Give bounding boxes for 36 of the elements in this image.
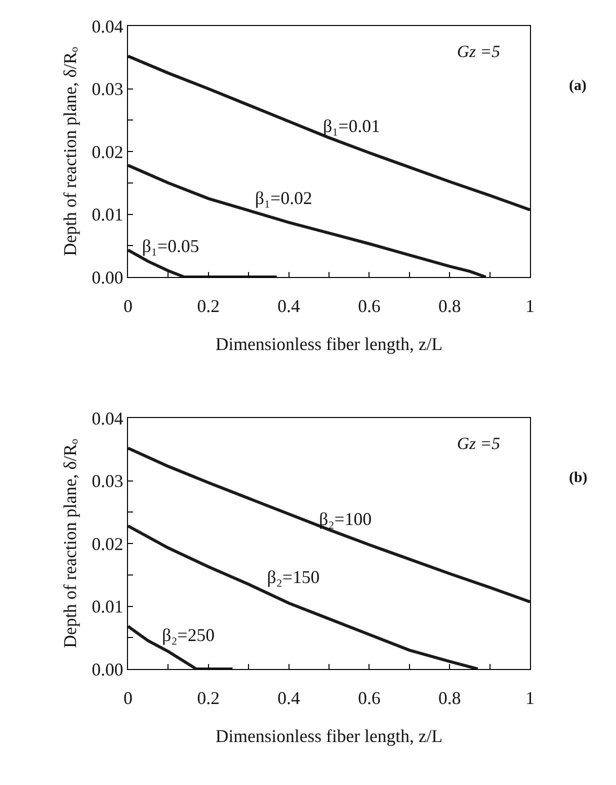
y-axis-title: Depth of reaction plane, δ/Rₒ <box>60 438 80 648</box>
y-tick-label: 0.02 <box>92 534 124 554</box>
x-axis-title: Dimensionless fiber length, z/L <box>216 726 442 746</box>
x-tick-label: 1 <box>526 688 534 708</box>
x-tick-label: 1 <box>526 296 534 316</box>
text: (b) <box>569 470 588 486</box>
x-tick-label: 0.2 <box>197 688 220 708</box>
x-tick-label: 0.8 <box>438 688 461 708</box>
annotation: β₁=0.01 <box>323 116 380 136</box>
y-tick-label: 0.04 <box>92 408 124 428</box>
x-tick-label: 0 <box>124 688 132 708</box>
x-tick-label: 0 <box>124 296 132 316</box>
annotation: Gz =5 <box>457 42 500 61</box>
text: (a) <box>569 78 586 94</box>
y-axis-title: Depth of reaction plane, δ/Rₒ <box>60 46 80 256</box>
x-axis-title: Dimensionless fiber length, z/L <box>216 334 442 354</box>
y-tick-label: 0.01 <box>92 596 124 617</box>
annotation: β₂=150 <box>267 567 320 587</box>
x-tick-label: 0.8 <box>438 296 461 316</box>
x-tick-label: 0.6 <box>358 688 380 708</box>
y-tick-label: 0.03 <box>92 471 124 492</box>
y-tick-label: 0.01 <box>92 204 124 225</box>
annotation: β₂=250 <box>162 625 215 645</box>
y-tick-label: 0.03 <box>92 79 124 100</box>
annotation: β₂=100 <box>319 509 372 529</box>
y-tick-label: 0.02 <box>92 142 124 162</box>
y-tick-label: 0.04 <box>92 16 124 36</box>
x-tick-label: 0.4 <box>278 688 300 708</box>
x-tick-label: 0.2 <box>197 296 220 316</box>
x-tick-label: 0.6 <box>358 296 380 316</box>
y-tick-label: 0.00 <box>92 659 124 680</box>
x-tick-label: 0.4 <box>278 296 300 316</box>
annotation: β₁=0.02 <box>255 188 312 208</box>
y-tick-label: 0.00 <box>92 267 124 288</box>
annotation: Gz =5 <box>457 434 500 453</box>
annotation: β₁=0.05 <box>142 236 200 256</box>
